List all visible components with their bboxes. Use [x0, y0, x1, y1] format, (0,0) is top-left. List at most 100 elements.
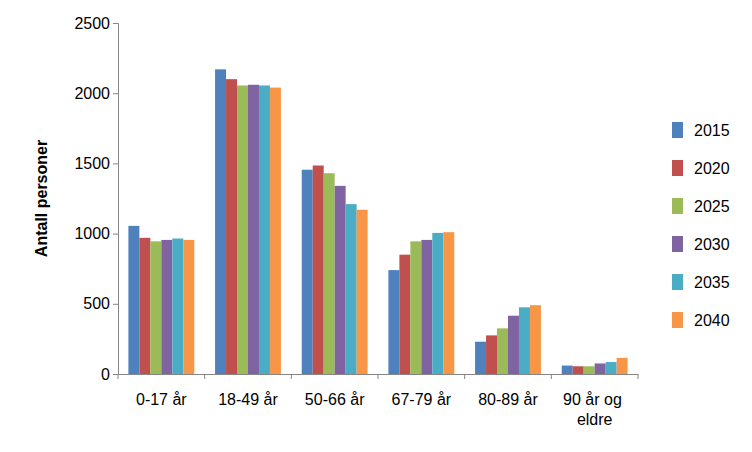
bar: [410, 241, 421, 374]
bar: [486, 335, 497, 374]
bar: [128, 226, 139, 374]
bar: [519, 307, 530, 374]
y-tick-mark: [113, 163, 118, 164]
legend-label: 2035: [694, 274, 730, 291]
legend-swatch: [672, 198, 683, 214]
x-tick: 18-49 år: [218, 374, 278, 408]
y-tick-mark: [113, 304, 118, 305]
bar: [584, 366, 595, 374]
x-tick-label: 50-66 år: [305, 391, 365, 408]
x-tick: 50-66 år: [305, 374, 365, 408]
category-separator: [551, 374, 552, 379]
bar: [172, 239, 183, 374]
bar: [606, 362, 617, 374]
bar: [302, 170, 313, 374]
bar: [139, 238, 150, 374]
bar: [443, 232, 454, 374]
x-tick: 67-79 år: [392, 374, 452, 408]
bar: [335, 186, 346, 374]
y-axis-line: [113, 24, 119, 375]
legend-label: 2025: [694, 198, 730, 215]
y-tick-label: 1000: [74, 225, 110, 242]
legend-item: 2035: [672, 274, 730, 291]
y-tick: 2000: [74, 85, 118, 102]
legend-item: 2040: [672, 312, 730, 329]
legend-swatch: [672, 274, 683, 290]
category-separator: [204, 374, 205, 379]
legend-swatch: [672, 160, 683, 176]
y-tick: 500: [83, 295, 118, 312]
bar: [497, 328, 508, 374]
bar: [161, 240, 172, 374]
legend-item: 2025: [672, 198, 730, 215]
plot: 0 500 1000 1500 2000 2500 0-17 år 18-49 år 50-66…: [74, 15, 638, 428]
legend-item: 2020: [672, 160, 730, 177]
y-tick-label: 1500: [74, 155, 110, 172]
bar-series: [183, 88, 627, 374]
bars: [128, 69, 627, 374]
y-tick-mark: [113, 93, 118, 94]
bar: [357, 210, 368, 374]
y-tick: 2500: [74, 15, 118, 32]
bar: [237, 85, 248, 374]
bar: [259, 85, 270, 374]
bar: [421, 240, 432, 374]
y-tick-mark: [113, 374, 118, 375]
bar: [388, 270, 399, 374]
y-tick-label: 0: [101, 366, 110, 383]
legend-label: 2040: [694, 312, 730, 329]
bar: [346, 204, 357, 374]
category-separator: [118, 374, 119, 379]
bar-series: [150, 85, 594, 374]
x-tick-label: 67-79 år: [392, 391, 452, 408]
y-tick-mark: [113, 234, 118, 235]
x-tick-label: 18-49 år: [218, 391, 278, 408]
x-tick: 90 år og eldre: [563, 374, 626, 428]
bar: [313, 166, 324, 374]
bar: [215, 69, 226, 374]
x-tick-label: 90 år og eldre: [563, 391, 626, 427]
category-separator: [464, 374, 465, 379]
y-axis: 0 500 1000 1500 2000 2500: [74, 15, 118, 383]
bar: [399, 255, 410, 374]
bar: [270, 88, 281, 374]
bar: [183, 240, 194, 374]
bar: [595, 363, 606, 374]
bar: [324, 173, 335, 374]
bar-series: [139, 79, 583, 374]
legend-label: 2030: [694, 236, 730, 253]
x-tick: 0-17 år: [136, 374, 187, 408]
x-tick-label: 0-17 år: [136, 391, 187, 408]
category-separator: [291, 374, 292, 379]
y-tick: 1500: [74, 155, 118, 172]
bar: [562, 366, 573, 374]
bar: [150, 241, 161, 374]
legend-label: 2015: [694, 122, 730, 139]
y-tick-label: 2000: [74, 85, 110, 102]
legend-item: 2030: [672, 236, 730, 253]
y-tick: 1000: [74, 225, 118, 242]
y-axis-title: Antall personer: [33, 140, 50, 257]
bar: [248, 85, 259, 374]
y-tick-label: 2500: [74, 15, 110, 32]
bar-series: [128, 69, 572, 374]
bar: [573, 366, 584, 374]
bar: [508, 316, 519, 374]
legend-label: 2020: [694, 160, 730, 177]
y-tick: 0: [101, 366, 118, 383]
bar: [530, 305, 541, 374]
bar: [475, 342, 486, 374]
legend-swatch: [672, 312, 683, 328]
legend-item: 2015: [672, 122, 730, 139]
bar: [432, 233, 443, 374]
x-tick-label: 80-89 år: [478, 391, 538, 408]
legend-swatch: [672, 236, 683, 252]
bar-series: [161, 85, 605, 374]
category-separator: [638, 374, 639, 379]
x-axis: 0-17 år 18-49 år 50-66 år 67-79 år 80-89 år 9…: [119, 374, 639, 428]
x-tick: 80-89 år: [478, 374, 538, 408]
bar: [226, 79, 237, 374]
legend: 2015 2020 2025 2030 2035 2040: [672, 122, 730, 329]
category-separator: [378, 374, 379, 379]
bar: [617, 358, 628, 374]
